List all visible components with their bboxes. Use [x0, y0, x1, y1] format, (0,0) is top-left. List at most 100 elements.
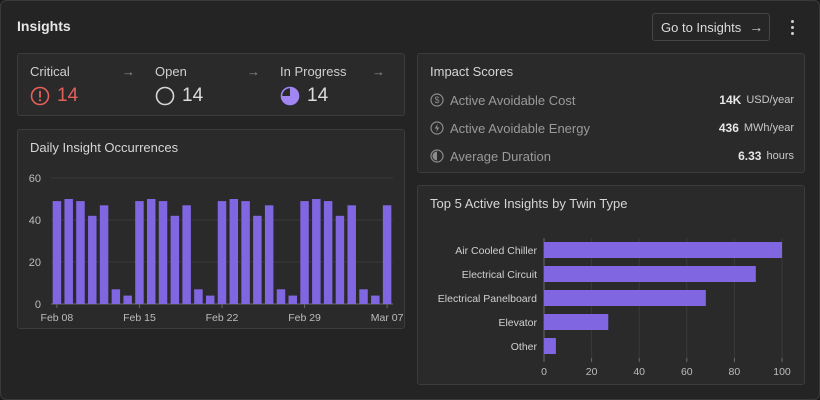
bar [288, 295, 298, 304]
status-count: 14 [307, 85, 329, 106]
bar [359, 289, 368, 304]
bar [135, 201, 144, 304]
bar [88, 215, 97, 304]
bar [217, 201, 227, 304]
x-tick-label: 60 [681, 366, 693, 378]
impact-name: Active Avoidable Energy [450, 120, 590, 136]
bar [99, 205, 109, 304]
x-tick-label: 80 [729, 366, 741, 378]
bar [205, 295, 215, 304]
widget-title: Insights [17, 18, 71, 34]
daily-chart-title: Daily Insight Occurrences [30, 140, 179, 155]
bar [312, 199, 321, 304]
go-to-insights-button[interactable]: Go to Insights → [652, 13, 770, 41]
bar [544, 266, 756, 282]
x-tick-label: 0 [541, 366, 547, 378]
bar [264, 205, 274, 304]
bar [111, 289, 121, 304]
status-in-progress[interactable]: In Progress → 14 [268, 54, 393, 115]
bar [347, 205, 356, 304]
progress-pie-icon [280, 86, 300, 106]
bar [253, 215, 262, 304]
impact-name: Average Duration [450, 148, 551, 164]
x-tick-label: Feb 29 [288, 312, 321, 324]
status-label: Critical [30, 64, 70, 79]
impact-scores-card: Impact Scores $ Active Avoidable Cost 14… [417, 53, 805, 173]
impact-unit: hours [766, 150, 794, 162]
impact-unit: MWh/year [743, 122, 794, 134]
status-critical[interactable]: Critical → 14 [18, 54, 143, 115]
bar [194, 289, 203, 304]
half-clock-icon [430, 149, 444, 163]
y-tick-label: 60 [29, 173, 41, 185]
more-options-icon[interactable] [783, 15, 801, 39]
category-label: Air Cooled Chiller [455, 245, 537, 257]
bar [52, 201, 62, 304]
bar [229, 199, 239, 304]
status-label: In Progress [280, 64, 347, 79]
impact-unit: USD/year [746, 94, 794, 106]
impact-value: 6.33 [738, 149, 762, 163]
x-tick-label: 40 [633, 366, 645, 378]
top5-card: Top 5 Active Insights by Twin Type 0 20 40… [417, 185, 805, 385]
go-to-insights-label: Go to Insights [661, 19, 742, 35]
x-tick-label: 100 [773, 366, 791, 378]
bar [170, 215, 180, 304]
impact-name: Active Avoidable Cost [450, 92, 576, 108]
impact-row-cost: $ Active Avoidable Cost 14K USD/year [430, 91, 794, 109]
status-open[interactable]: Open → 14 [143, 54, 268, 115]
x-tick-label: Feb 22 [206, 312, 239, 324]
impact-value: 14K [719, 93, 742, 107]
dollar-circle-icon: $ [430, 93, 444, 107]
x-tick-label: Feb 15 [123, 312, 156, 324]
lightning-circle-icon [430, 121, 444, 135]
bar [544, 314, 609, 330]
daily-occurrences-chart: 0 20 40 60 Feb 08 Feb 15 Feb 22 Feb 29 Mar 07 [29, 173, 404, 324]
bar [300, 201, 309, 304]
category-label: Electrical Circuit [462, 269, 537, 281]
bar [382, 205, 392, 304]
impact-value: 436 [718, 121, 739, 135]
bar [323, 201, 333, 304]
bar [158, 201, 168, 304]
impact-row-duration: Average Duration 6.33 hours [430, 147, 794, 165]
svg-text:$: $ [434, 95, 439, 105]
arrow-right-icon: → [122, 64, 135, 79]
status-summary-card: Critical → 14 Open → 14 In Progress → [17, 53, 405, 116]
bar [335, 215, 345, 304]
x-tick-label: Mar 07 [371, 312, 404, 324]
alert-circle-icon [30, 86, 50, 106]
bar [544, 242, 782, 258]
category-label: Elevator [498, 317, 537, 329]
category-label: Other [511, 341, 538, 353]
top5-chart: 0 20 40 60 80 100 Air Cooled Chiller Electrical… [438, 238, 791, 378]
bar [64, 199, 73, 304]
x-tick-label: Feb 08 [41, 312, 74, 324]
bar [241, 201, 250, 304]
top5-chart-title: Top 5 Active Insights by Twin Type [430, 196, 628, 211]
arrow-right-icon: → [372, 64, 385, 79]
status-label: Open [155, 64, 187, 79]
impact-scores-title: Impact Scores [430, 64, 514, 79]
bar [544, 338, 556, 354]
y-tick-label: 20 [29, 257, 41, 269]
impact-row-energy: Active Avoidable Energy 436 MWh/year [430, 119, 794, 137]
bar [76, 201, 85, 304]
bar [276, 289, 286, 304]
arrow-right-icon: → [749, 19, 764, 35]
y-tick-label: 40 [29, 215, 41, 227]
bar [182, 205, 191, 304]
daily-occurrences-card: Daily Insight Occurrences 0 20 40 60 Feb 08 F… [17, 129, 405, 329]
status-count: 14 [57, 85, 79, 106]
category-label: Electrical Panelboard [438, 293, 537, 305]
y-tick-label: 0 [35, 299, 41, 311]
x-tick-label: 20 [586, 366, 598, 378]
bar [371, 295, 380, 304]
open-circle-icon [155, 86, 175, 106]
bar [544, 290, 706, 306]
bar [123, 295, 132, 304]
status-count: 14 [182, 85, 204, 106]
arrow-right-icon: → [247, 64, 260, 79]
bar [146, 199, 156, 304]
